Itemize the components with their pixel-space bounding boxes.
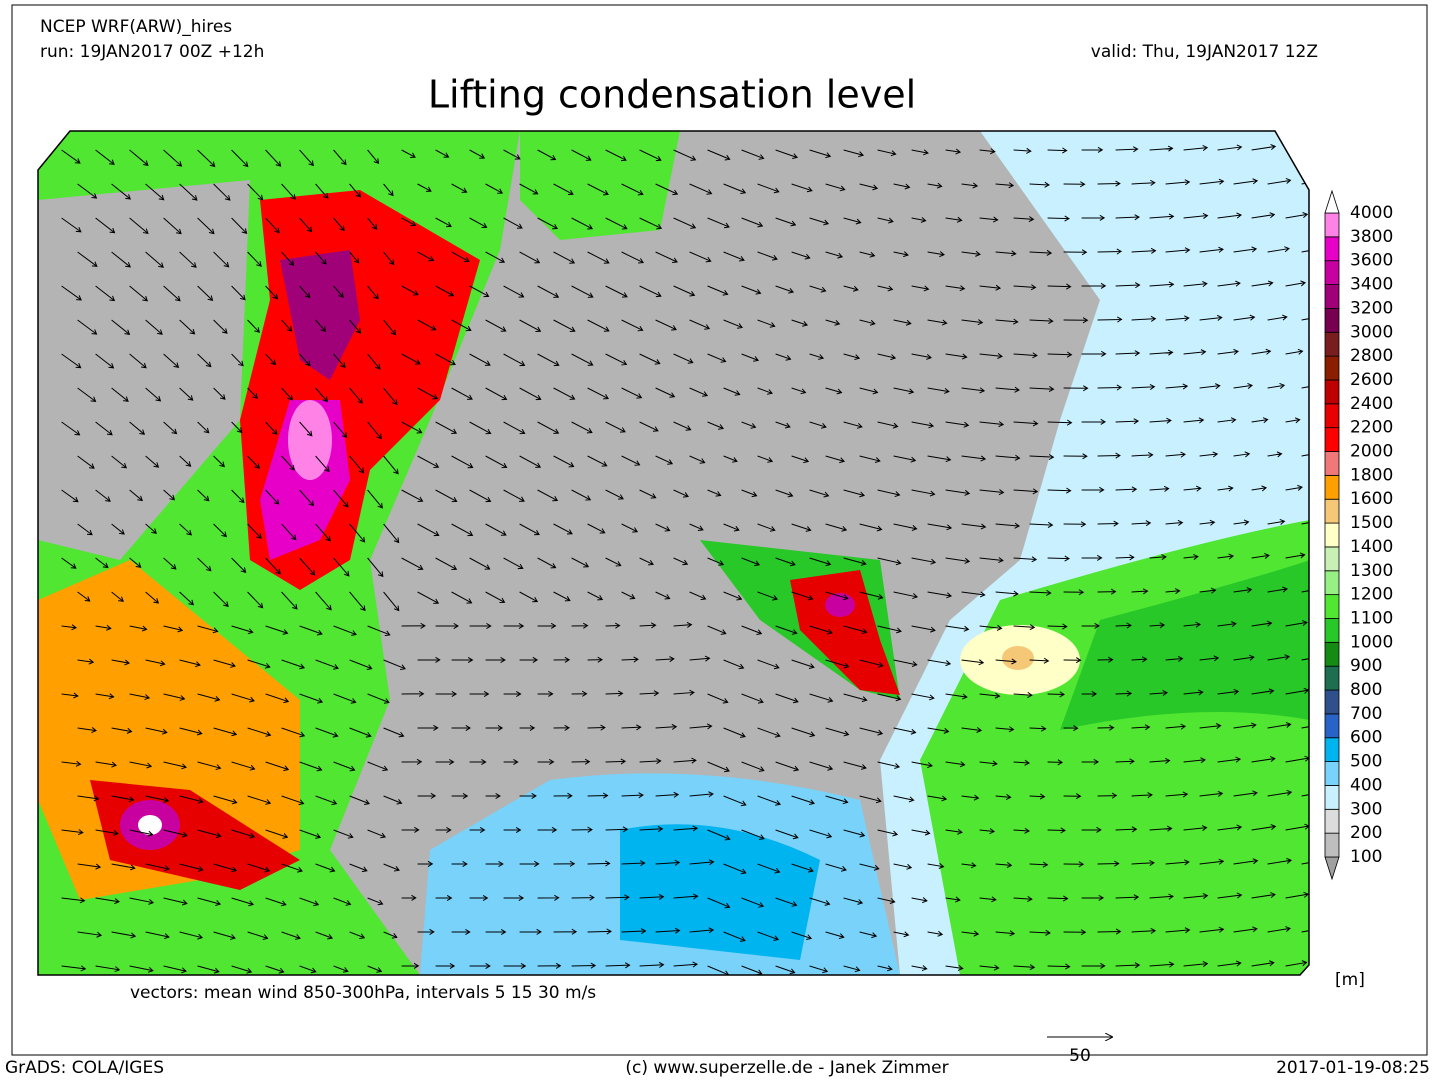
colorbar-label: 3000 — [1350, 322, 1393, 342]
field-north-green — [520, 131, 680, 240]
field-gulf-deep — [620, 824, 820, 960]
colorbar-unit: [m] — [1335, 970, 1365, 990]
colorbar-box — [1324, 284, 1340, 309]
colorbar-under — [1324, 856, 1340, 881]
colorbar-box — [1324, 665, 1340, 691]
colorbar-label: 2000 — [1350, 442, 1393, 462]
colorbar-label: 1300 — [1350, 561, 1393, 581]
colorbar-box — [1324, 713, 1340, 739]
map-title: Lifting condensation level — [428, 73, 916, 117]
colorbar-box — [1324, 212, 1340, 238]
run-time: run: 19JAN2017 00Z +12h — [40, 42, 264, 62]
colorbar-label: 1200 — [1350, 585, 1393, 605]
field-mexico-white — [138, 815, 162, 835]
colorbar-label: 700 — [1350, 704, 1382, 724]
colorbar-box — [1324, 618, 1340, 643]
colorbar-box — [1324, 641, 1340, 667]
colorbar-box — [1324, 308, 1340, 333]
colorbar-box — [1324, 737, 1340, 762]
colorbar-box — [1324, 331, 1340, 357]
colorbar-label: 3400 — [1350, 275, 1393, 295]
colorbar-box — [1324, 403, 1340, 429]
colorbar-label: 3800 — [1350, 227, 1393, 247]
colorbar-label: 600 — [1350, 728, 1382, 748]
field-orange — [1002, 646, 1034, 670]
footer-center: (c) www.superzelle.de - Janek Zimmer — [625, 1058, 948, 1078]
colorbar-label: 3600 — [1350, 251, 1393, 271]
colorbar-label: 2600 — [1350, 370, 1393, 390]
colorbar-label: 1400 — [1350, 537, 1393, 557]
colorbar: 100 200 300 400 500 600 700 800 900 1000 1100 1200 1… — [1324, 189, 1393, 881]
field-west-gray — [38, 180, 250, 560]
footer-right: 2017-01-19-08:25 — [1276, 1058, 1430, 1078]
colorbar-box — [1324, 451, 1340, 476]
colorbar-label: 500 — [1350, 752, 1382, 772]
field-rockies-pink — [288, 400, 332, 480]
colorbar-box — [1324, 546, 1340, 572]
colorbar-box — [1324, 474, 1340, 500]
colorbar-box — [1324, 427, 1340, 452]
colorbar-label: 1600 — [1350, 489, 1393, 509]
colorbar-label: 2400 — [1350, 394, 1393, 414]
colorbar-label: 1800 — [1350, 465, 1393, 485]
colorbar-box — [1324, 594, 1340, 619]
colorbar-box — [1324, 260, 1340, 285]
footer-left: GrADS: COLA/IGES — [5, 1058, 164, 1078]
colorbar-box — [1324, 832, 1340, 858]
outer-frame — [11, 4, 1428, 1056]
colorbar-box — [1324, 355, 1340, 381]
map-frame — [37, 130, 1310, 976]
field-atlantic-dark — [1060, 560, 1309, 730]
colorbar-box — [1324, 785, 1340, 810]
colorbar-box — [1324, 689, 1340, 715]
scale-arrow-label: 50 — [1069, 1046, 1091, 1066]
colorbar-label: 1000 — [1350, 632, 1393, 652]
colorbar-box — [1324, 498, 1340, 524]
colorbar-box — [1324, 808, 1340, 834]
valid-time: valid: Thu, 19JAN2017 12Z — [1091, 42, 1318, 62]
colorbar-label: 4000 — [1350, 203, 1393, 223]
colorbar-label: 1100 — [1350, 608, 1393, 628]
colorbar-label: 1500 — [1350, 513, 1393, 533]
colorbar-over — [1324, 189, 1340, 214]
field-rockies-purple — [280, 250, 360, 380]
colorbar-box — [1324, 379, 1340, 405]
vector-caption: vectors: mean wind 850-300hPa, intervals… — [130, 983, 596, 1003]
colorbar-box — [1324, 761, 1340, 786]
map-field — [38, 131, 1309, 975]
colorbar-label: 400 — [1350, 775, 1382, 795]
colorbar-label: 200 — [1350, 823, 1382, 843]
colorbar-label: 300 — [1350, 799, 1382, 819]
colorbar-box — [1324, 522, 1340, 548]
colorbar-label: 2800 — [1350, 346, 1393, 366]
model-name: NCEP WRF(ARW)_hires — [40, 17, 232, 37]
colorbar-label: 100 — [1350, 847, 1382, 867]
colorbar-box — [1324, 236, 1340, 262]
colorbar-label: 2200 — [1350, 418, 1393, 438]
colorbar-label: 3200 — [1350, 298, 1393, 318]
vector-arrows — [61, 143, 1309, 975]
colorbar-label: 800 — [1350, 680, 1382, 700]
wind-vectors — [61, 143, 1309, 975]
colorbar-box — [1324, 570, 1340, 596]
colorbar-label: 900 — [1350, 656, 1382, 676]
